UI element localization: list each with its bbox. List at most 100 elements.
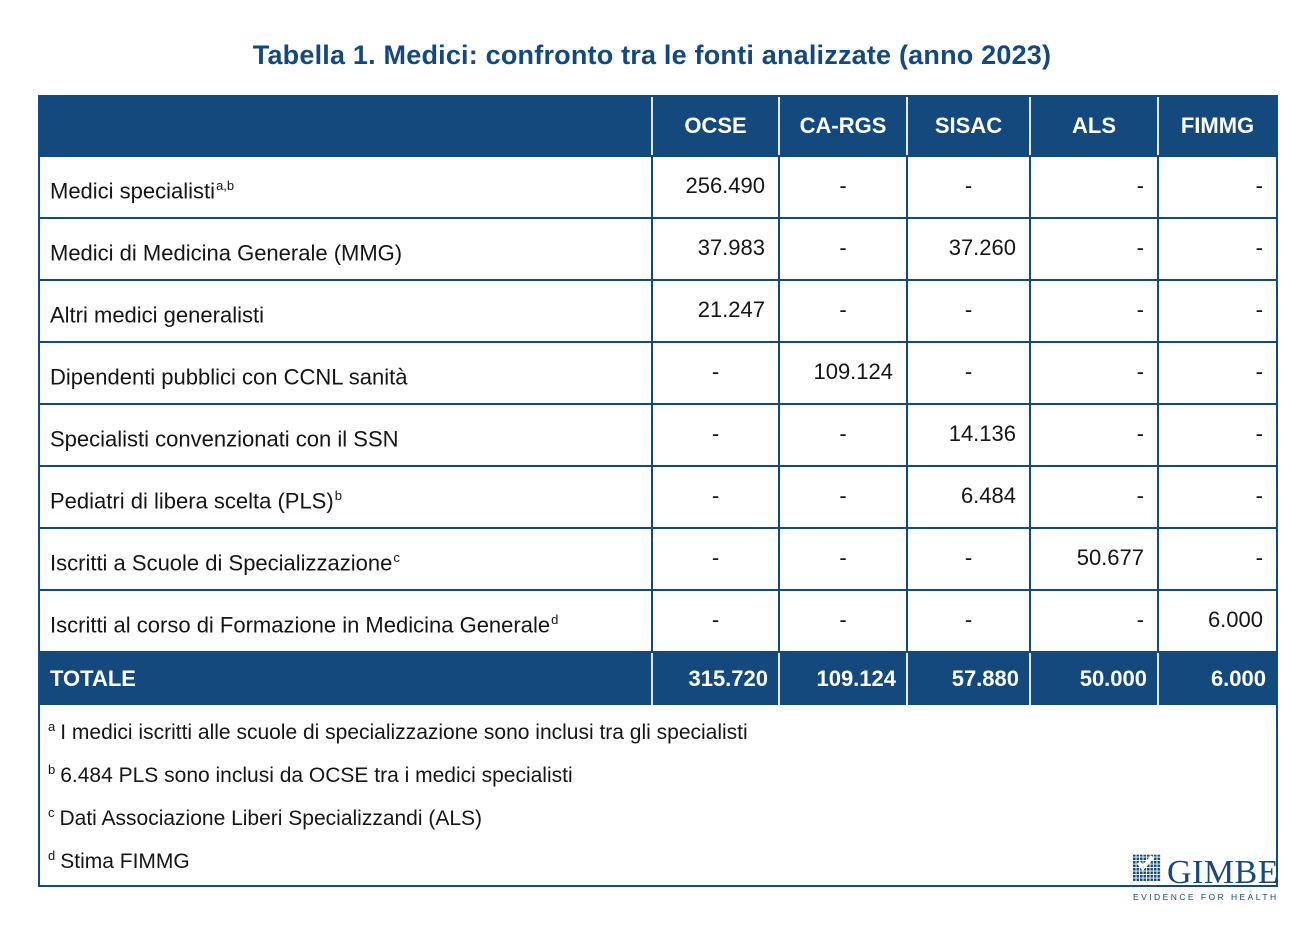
table-row: Dipendenti pubblici con CCNL sanità - 10…: [40, 341, 1276, 403]
cell-als: -: [1029, 405, 1157, 465]
cell-sisac: -: [906, 529, 1029, 589]
cell-ocse: -: [651, 529, 778, 589]
row-label-text: Altri medici generalisti: [50, 302, 264, 328]
footnote-d: d Stima FIMMG: [48, 837, 1266, 880]
row-label-text: Iscritti a Scuole di Specializzazione: [50, 550, 393, 576]
cell-ocse: -: [651, 591, 778, 651]
footnote-c: c Dati Associazione Liberi Specializzandi…: [48, 794, 1266, 837]
cell-als: -: [1029, 219, 1157, 279]
gimbe-logo: GIMBE EVIDENCE FOR HEALTH: [1133, 849, 1279, 902]
cell-fimmg: -: [1157, 467, 1276, 527]
row-label-sup: a,b: [216, 178, 235, 193]
cell-ocse: -: [651, 343, 778, 403]
page-title: Tabella 1. Medici: confronto tra le font…: [252, 40, 1052, 70]
cell-fimmg: -: [1157, 281, 1276, 341]
cell-ocse: -: [651, 467, 778, 527]
row-label-sup: c: [393, 550, 400, 565]
cell-sisac: 37.260: [906, 219, 1029, 279]
cell-als: 50.677: [1029, 529, 1157, 589]
cell-ca-rgs: -: [778, 157, 906, 217]
footnote-b: b 6.484 PLS sono inclusi da OCSE tra i me…: [48, 751, 1266, 794]
row-label: Specialisti convenzionati con il SSN: [40, 405, 651, 465]
row-label: Pediatri di libera scelta (PLS)b: [40, 467, 651, 527]
cell-fimmg: -: [1157, 219, 1276, 279]
footnote-sup: d: [48, 848, 56, 863]
row-label-text: Medici specialisti: [50, 178, 216, 204]
cell-als: -: [1029, 157, 1157, 217]
cell-ocse: 21.247: [651, 281, 778, 341]
table-row: Specialisti convenzionati con il SSN - -…: [40, 403, 1276, 465]
total-als: 50.000: [1029, 653, 1157, 705]
cell-sisac: -: [906, 157, 1029, 217]
cell-sisac: -: [906, 281, 1029, 341]
cell-als: -: [1029, 343, 1157, 403]
footnote-text: Stima FIMMG: [60, 850, 190, 873]
cell-ocse: 37.983: [651, 219, 778, 279]
row-label: Medici di Medicina Generale (MMG): [40, 219, 651, 279]
table-row: Iscritti a Scuole di Specializzazionec -…: [40, 527, 1276, 589]
gimbe-tagline: EVIDENCE FOR HEALTH: [1133, 892, 1279, 902]
cell-als: -: [1029, 467, 1157, 527]
cell-fimmg: -: [1157, 343, 1276, 403]
footnote-text: 6.484 PLS sono inclusi da OCSE tra i med…: [60, 764, 573, 787]
cell-ca-rgs: -: [778, 405, 906, 465]
column-header-sisac: SISAC: [906, 97, 1029, 155]
row-label-text: Iscritti al corso di Formazione in Medic…: [50, 612, 551, 638]
cell-ca-rgs: -: [778, 281, 906, 341]
cell-ocse: 256.490: [651, 157, 778, 217]
gimbe-wordmark: GIMBE: [1166, 854, 1279, 892]
cell-ca-rgs: -: [778, 529, 906, 589]
cell-sisac: -: [906, 343, 1029, 403]
row-label: Iscritti a Scuole di Specializzazionec: [40, 529, 651, 589]
gimbe-logo-mark-icon: [1133, 854, 1161, 882]
column-header-ocse: OCSE: [651, 97, 778, 155]
row-label-text: Pediatri di libera scelta (PLS): [50, 488, 334, 514]
row-label-sup: b: [334, 488, 342, 503]
table-row: Medici specialistia,b 256.490 - - - -: [40, 155, 1276, 217]
row-label: Iscritti al corso di Formazione in Medic…: [40, 591, 651, 651]
row-label: Altri medici generalisti: [40, 281, 651, 341]
table-footnotes: a I medici iscritti alle scuole di specia…: [40, 705, 1276, 885]
total-sisac: 57.880: [906, 653, 1029, 705]
table-header-row: OCSE CA-RGS SISAC ALS FIMMG: [40, 97, 1276, 155]
total-fimmg: 6.000: [1157, 653, 1276, 705]
total-ca-rgs: 109.124: [778, 653, 906, 705]
table-total-row: TOTALE 315.720 109.124 57.880 50.000 6.0…: [40, 651, 1276, 705]
footnote-text: Dati Associazione Liberi Specializzandi …: [59, 807, 483, 830]
cell-ca-rgs: -: [778, 219, 906, 279]
gimbe-logo-top: GIMBE: [1133, 849, 1279, 892]
cell-fimmg: -: [1157, 157, 1276, 217]
cell-ca-rgs: 109.124: [778, 343, 906, 403]
table-row: Iscritti al corso di Formazione in Medic…: [40, 589, 1276, 651]
table-row: Altri medici generalisti 21.247 - - - -: [40, 279, 1276, 341]
table-row: Pediatri di libera scelta (PLS)b - - 6.4…: [40, 465, 1276, 527]
cell-sisac: -: [906, 591, 1029, 651]
row-label-text: Dipendenti pubblici con CCNL sanità: [50, 364, 408, 390]
footnote-sup: c: [48, 805, 55, 820]
cell-fimmg: -: [1157, 529, 1276, 589]
cell-sisac: 6.484: [906, 467, 1029, 527]
footnote-a: a I medici iscritti alle scuole di specia…: [48, 708, 1266, 751]
column-header-ca-rgs: CA-RGS: [778, 97, 906, 155]
column-header-als: ALS: [1029, 97, 1157, 155]
row-label: Medici specialistia,b: [40, 157, 651, 217]
footnote-text: I medici iscritti alle scuole di special…: [60, 721, 748, 744]
row-label: Dipendenti pubblici con CCNL sanità: [40, 343, 651, 403]
total-ocse: 315.720: [651, 653, 778, 705]
header-empty-cell: [40, 97, 651, 155]
cell-als: -: [1029, 281, 1157, 341]
cell-fimmg: 6.000: [1157, 591, 1276, 651]
row-label-text: Specialisti convenzionati con il SSN: [50, 426, 399, 452]
footnote-sup: b: [48, 762, 56, 777]
cell-als: -: [1029, 591, 1157, 651]
cell-ca-rgs: -: [778, 467, 906, 527]
footnote-sup: a: [48, 719, 56, 734]
total-label: TOTALE: [50, 666, 136, 691]
cell-fimmg: -: [1157, 405, 1276, 465]
cell-ocse: -: [651, 405, 778, 465]
data-table: OCSE CA-RGS SISAC ALS FIMMG Medici speci…: [38, 95, 1278, 887]
row-label-sup: d: [551, 612, 559, 627]
column-header-fimmg: FIMMG: [1157, 97, 1276, 155]
row-label-text: Medici di Medicina Generale (MMG): [50, 240, 403, 266]
